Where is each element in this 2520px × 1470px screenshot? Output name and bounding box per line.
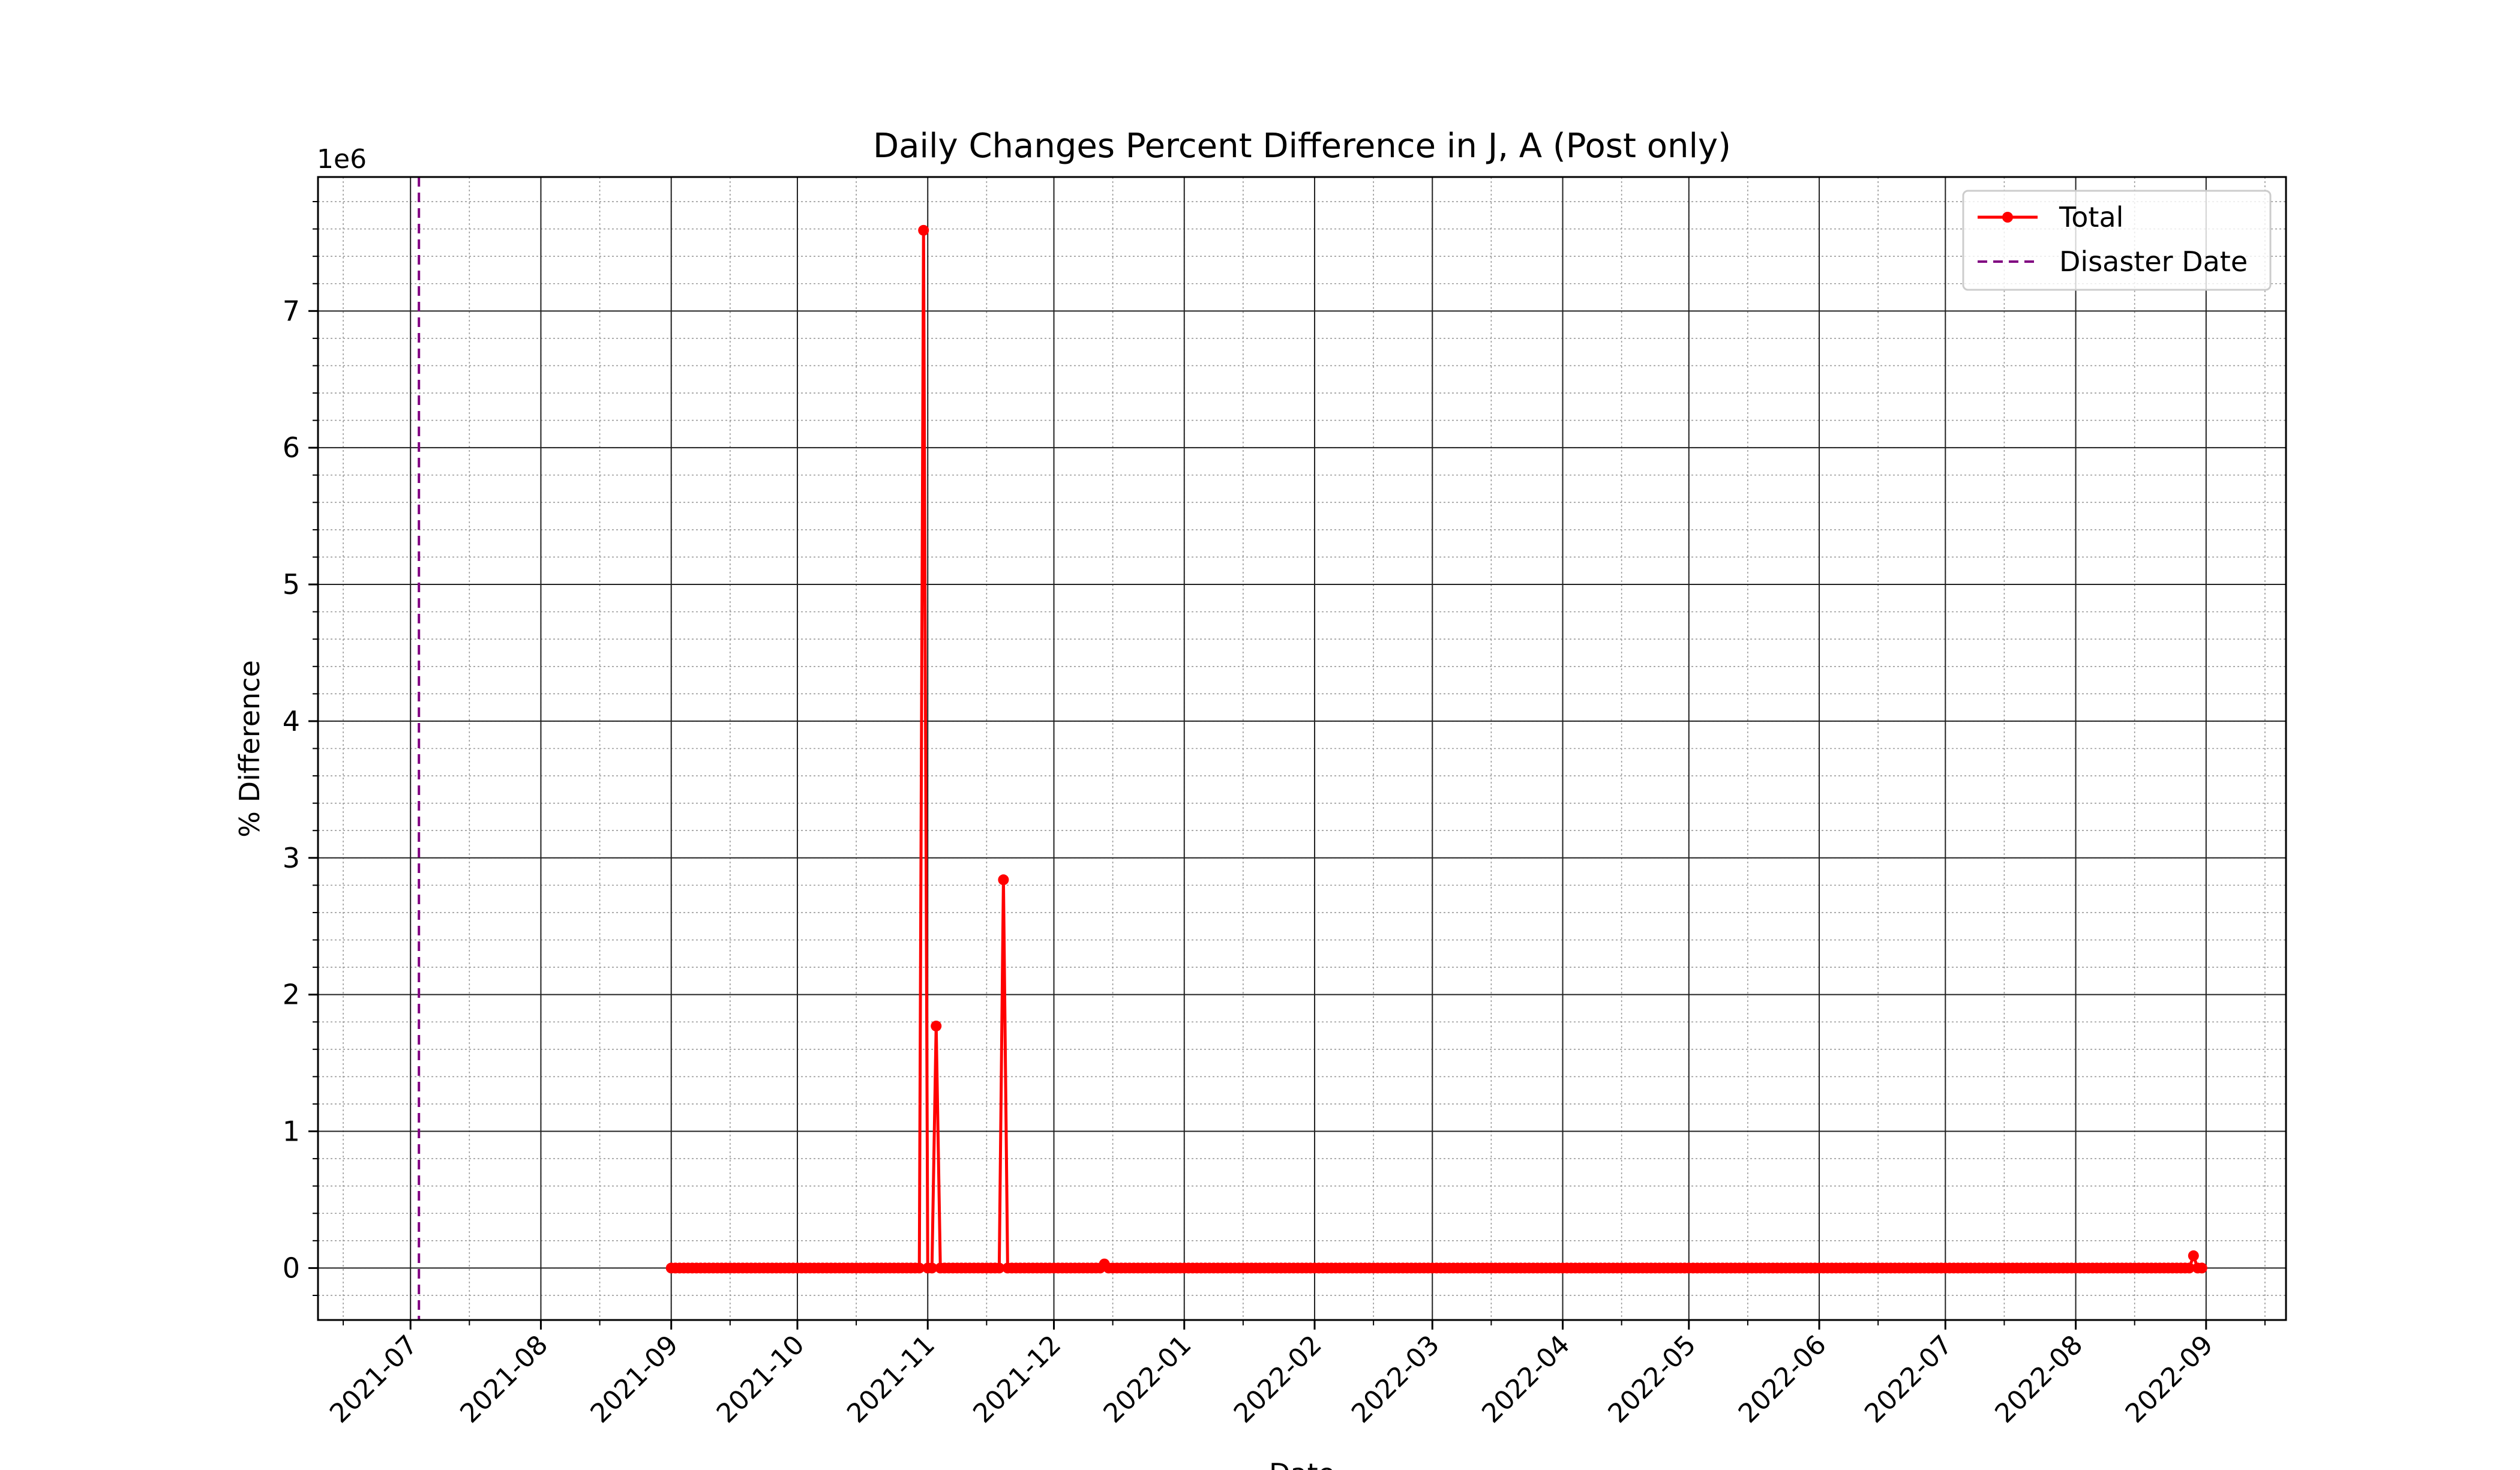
y-tick-label: 0 (283, 1252, 300, 1284)
y-tick-label: 7 (283, 295, 300, 327)
legend: Total Disaster Date (1962, 190, 2272, 291)
legend-total-marker (2002, 212, 2013, 223)
series-total-peak-point (918, 224, 929, 236)
series-total-point (926, 1262, 938, 1274)
x-axis-label: Date (1269, 1457, 1335, 1470)
y-tick-label: 1 (283, 1115, 300, 1148)
series-total-point (994, 1262, 1005, 1274)
plot-content (418, 177, 2207, 1320)
legend-box (1962, 190, 2272, 291)
series-total-point (2196, 1262, 2207, 1274)
y-tick-label: 2 (283, 979, 300, 1011)
series-total-peak-point (2188, 1250, 2199, 1261)
series-total-peak-point (931, 1021, 942, 1032)
series-total-point (914, 1262, 925, 1274)
y-offset-label: 1e6 (317, 144, 367, 175)
series-total-peak-point (998, 874, 1009, 886)
series-total-point (2183, 1262, 2195, 1274)
y-tick-label: 4 (283, 705, 300, 737)
y-tick-label: 6 (283, 431, 300, 464)
y-axis: 0 1 2 3 4 5 6 7 (283, 201, 318, 1296)
chart-title: Daily Changes Percent Difference in J, A… (873, 127, 1731, 166)
y-tick-label: 5 (283, 568, 300, 601)
y-axis-label: % Difference (233, 660, 266, 837)
legend-disaster-label: Disaster Date (2059, 245, 2248, 278)
y-tick-label: 3 (283, 842, 300, 874)
major-grid (318, 177, 2286, 1320)
legend-total-label: Total (2059, 201, 2123, 233)
